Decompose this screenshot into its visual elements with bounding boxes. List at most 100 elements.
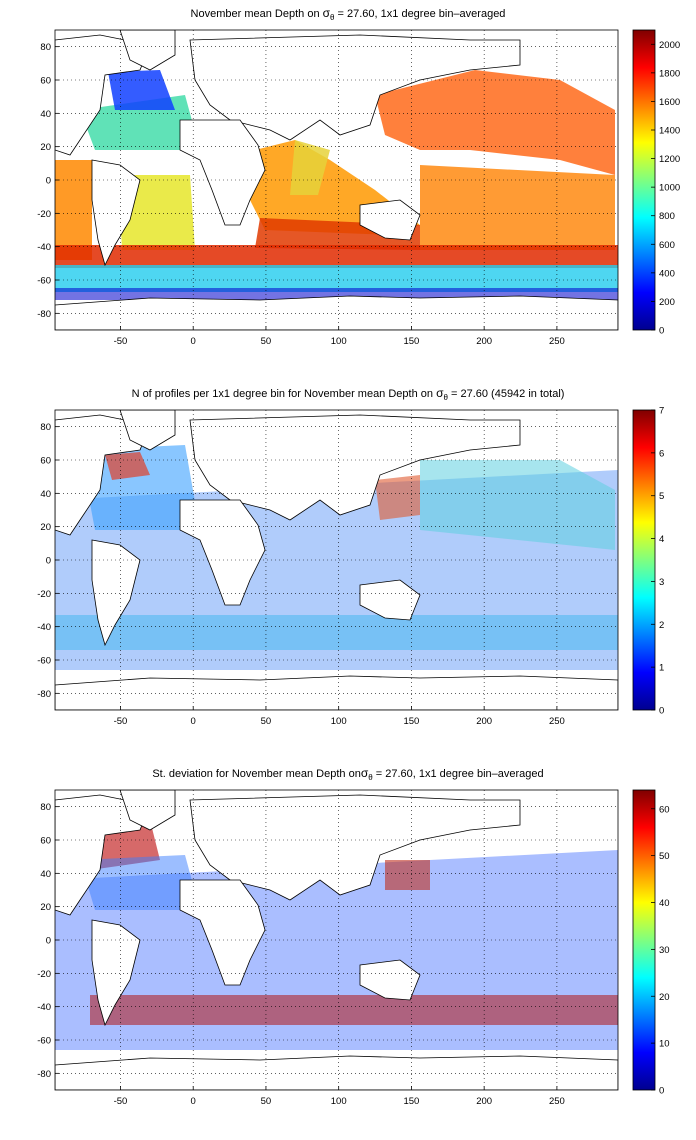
- x-tick-label: 250: [549, 716, 565, 727]
- x-tick-label: -50: [114, 1096, 128, 1107]
- y-tick-label: 40: [40, 489, 51, 500]
- landmass-eurasia: [189, 794, 521, 901]
- title-prefix: November mean Depth on: [191, 8, 323, 20]
- colorbar-tick-label: 2000: [659, 40, 680, 51]
- field-southern-band: [55, 245, 618, 268]
- colorbar-tick-label: 10: [659, 1039, 670, 1050]
- panel-profile-count: N of profiles per 1x1 degree bin for Nov…: [0, 380, 696, 760]
- y-tick-label: -80: [37, 309, 51, 320]
- x-tick-label: 100: [331, 1096, 347, 1107]
- y-tick-label: 40: [40, 869, 51, 880]
- y-tick-label: -20: [37, 589, 51, 600]
- colorbar-tick-label: 6: [659, 448, 664, 459]
- colorbar-tick-label: 1600: [659, 97, 680, 108]
- field-labrador-hot: [105, 452, 150, 480]
- colorbar-tick-label: 400: [659, 268, 675, 279]
- title-prefix: St. deviation for November mean Depth on: [152, 768, 361, 780]
- landmass-africa: [179, 119, 266, 226]
- y-tick-label: 20: [40, 522, 51, 533]
- field-north-atlantic: [80, 855, 200, 910]
- colorbar-tick-label: 40: [659, 898, 670, 909]
- x-tick-label: 150: [403, 1096, 419, 1107]
- y-ticks: 80 60 40 20 0 -20 -40 -60 -80: [37, 422, 59, 700]
- map-area: [55, 30, 618, 330]
- x-ticks: -50 0 50 100 150 200 250: [114, 1086, 565, 1107]
- title-theta: θ: [443, 393, 448, 402]
- colorbar: [632, 29, 656, 331]
- x-ticks: -50 0 50 100 150 200 250: [114, 706, 565, 727]
- y-tick-label: 40: [40, 109, 51, 120]
- field-south-pacific-east: [420, 165, 615, 250]
- landmass-australia: [359, 199, 421, 241]
- colorbar-tick-label: 600: [659, 240, 675, 251]
- colorbar-tick-label: 1200: [659, 154, 680, 165]
- field-kuroshio-hot: [385, 860, 430, 890]
- x-tick-label: 150: [403, 716, 419, 727]
- y-ticks: 80 60 40 20 0 -20 -40 -60 -80: [37, 42, 59, 320]
- continents: [55, 30, 618, 330]
- field-north-pacific: [375, 70, 615, 175]
- y-tick-label: 20: [40, 902, 51, 913]
- landmass-eurasia: [189, 414, 521, 521]
- landmass-africa: [179, 879, 266, 986]
- landmass-south-america: [91, 159, 141, 267]
- colorbar: [632, 789, 656, 1091]
- title-suffix: = 27.60, 1x1 degree bin–averaged: [334, 8, 505, 20]
- x-tick-label: -50: [114, 716, 128, 727]
- colorbar-tick-label: 50: [659, 851, 670, 862]
- y-tick-label: 0: [46, 176, 51, 187]
- title-theta: θ: [368, 773, 373, 782]
- field-southern-band: [55, 615, 618, 650]
- title-suffix: = 27.60 (45942 in total): [448, 388, 565, 400]
- y-tick-label: -60: [37, 276, 51, 287]
- landmass-antarctica: [55, 1055, 618, 1090]
- x-tick-label: 0: [191, 336, 196, 347]
- x-tick-label: 200: [476, 716, 492, 727]
- colorbar-tick-label: 1000: [659, 183, 680, 194]
- title-prefix: N of profiles per 1x1 degree bin for Nov…: [132, 388, 437, 400]
- colorbar-tick-label: 30: [659, 945, 670, 956]
- field-labrador: [108, 70, 175, 110]
- x-tick-label: 200: [476, 1096, 492, 1107]
- colorbar-tick-label: 1: [659, 663, 664, 674]
- chart-std-deviation: St. deviation for November mean Depth on…: [37, 766, 670, 1107]
- x-tick-label: 200: [476, 336, 492, 347]
- landmass-greenland: [119, 30, 176, 71]
- x-tick-label: -50: [114, 336, 128, 347]
- title-theta: θ: [330, 13, 335, 22]
- x-tick-label: 100: [331, 336, 347, 347]
- y-tick-label: -40: [37, 242, 51, 253]
- colorbar-ticks: 0 1 2 3 4 5 6 7: [651, 406, 664, 717]
- landmass-greenland: [119, 790, 176, 831]
- y-tick-label: -20: [37, 969, 51, 980]
- x-tick-label: 100: [331, 716, 347, 727]
- y-tick-label: 0: [46, 556, 51, 567]
- colorbar-tick-label: 3: [659, 577, 664, 588]
- landmass-south-america: [91, 919, 141, 1027]
- continents: [55, 790, 618, 1090]
- colorbar-tick-label: 4: [659, 534, 664, 545]
- title-sigma: σ: [361, 766, 369, 780]
- colorbar-ticks: 0 200 400 600 800 1000 1200 1400 1600 1800 2000: [651, 40, 680, 337]
- x-tick-label: 50: [261, 1096, 272, 1107]
- colorbar-tick-label: 200: [659, 297, 675, 308]
- map-area: [55, 410, 618, 710]
- x-tick-label: 250: [549, 1096, 565, 1107]
- continents: [55, 410, 618, 710]
- y-ticks: 80 60 40 20 0 -20 -40 -60 -80: [37, 802, 59, 1080]
- title-sigma: σ: [323, 6, 331, 20]
- y-tick-label: -80: [37, 689, 51, 700]
- colorbar-tick-label: 0: [659, 706, 664, 717]
- landmass-australia: [359, 579, 421, 621]
- field-south-atlantic: [118, 175, 195, 250]
- y-tick-label: -80: [37, 1069, 51, 1080]
- field-southern-hot-band: [90, 995, 618, 1025]
- chart-profile-count: N of profiles per 1x1 degree bin for Nov…: [37, 386, 664, 727]
- y-tick-label: -60: [37, 656, 51, 667]
- colorbar-tick-label: 60: [659, 804, 670, 815]
- y-tick-label: 60: [40, 76, 51, 87]
- y-tick-label: 60: [40, 836, 51, 847]
- x-ticks: -50 0 50 100 150 200 250: [114, 326, 565, 347]
- field-north-pacific: [420, 460, 615, 550]
- chart-title: St. deviation for November mean Depth on…: [152, 766, 543, 782]
